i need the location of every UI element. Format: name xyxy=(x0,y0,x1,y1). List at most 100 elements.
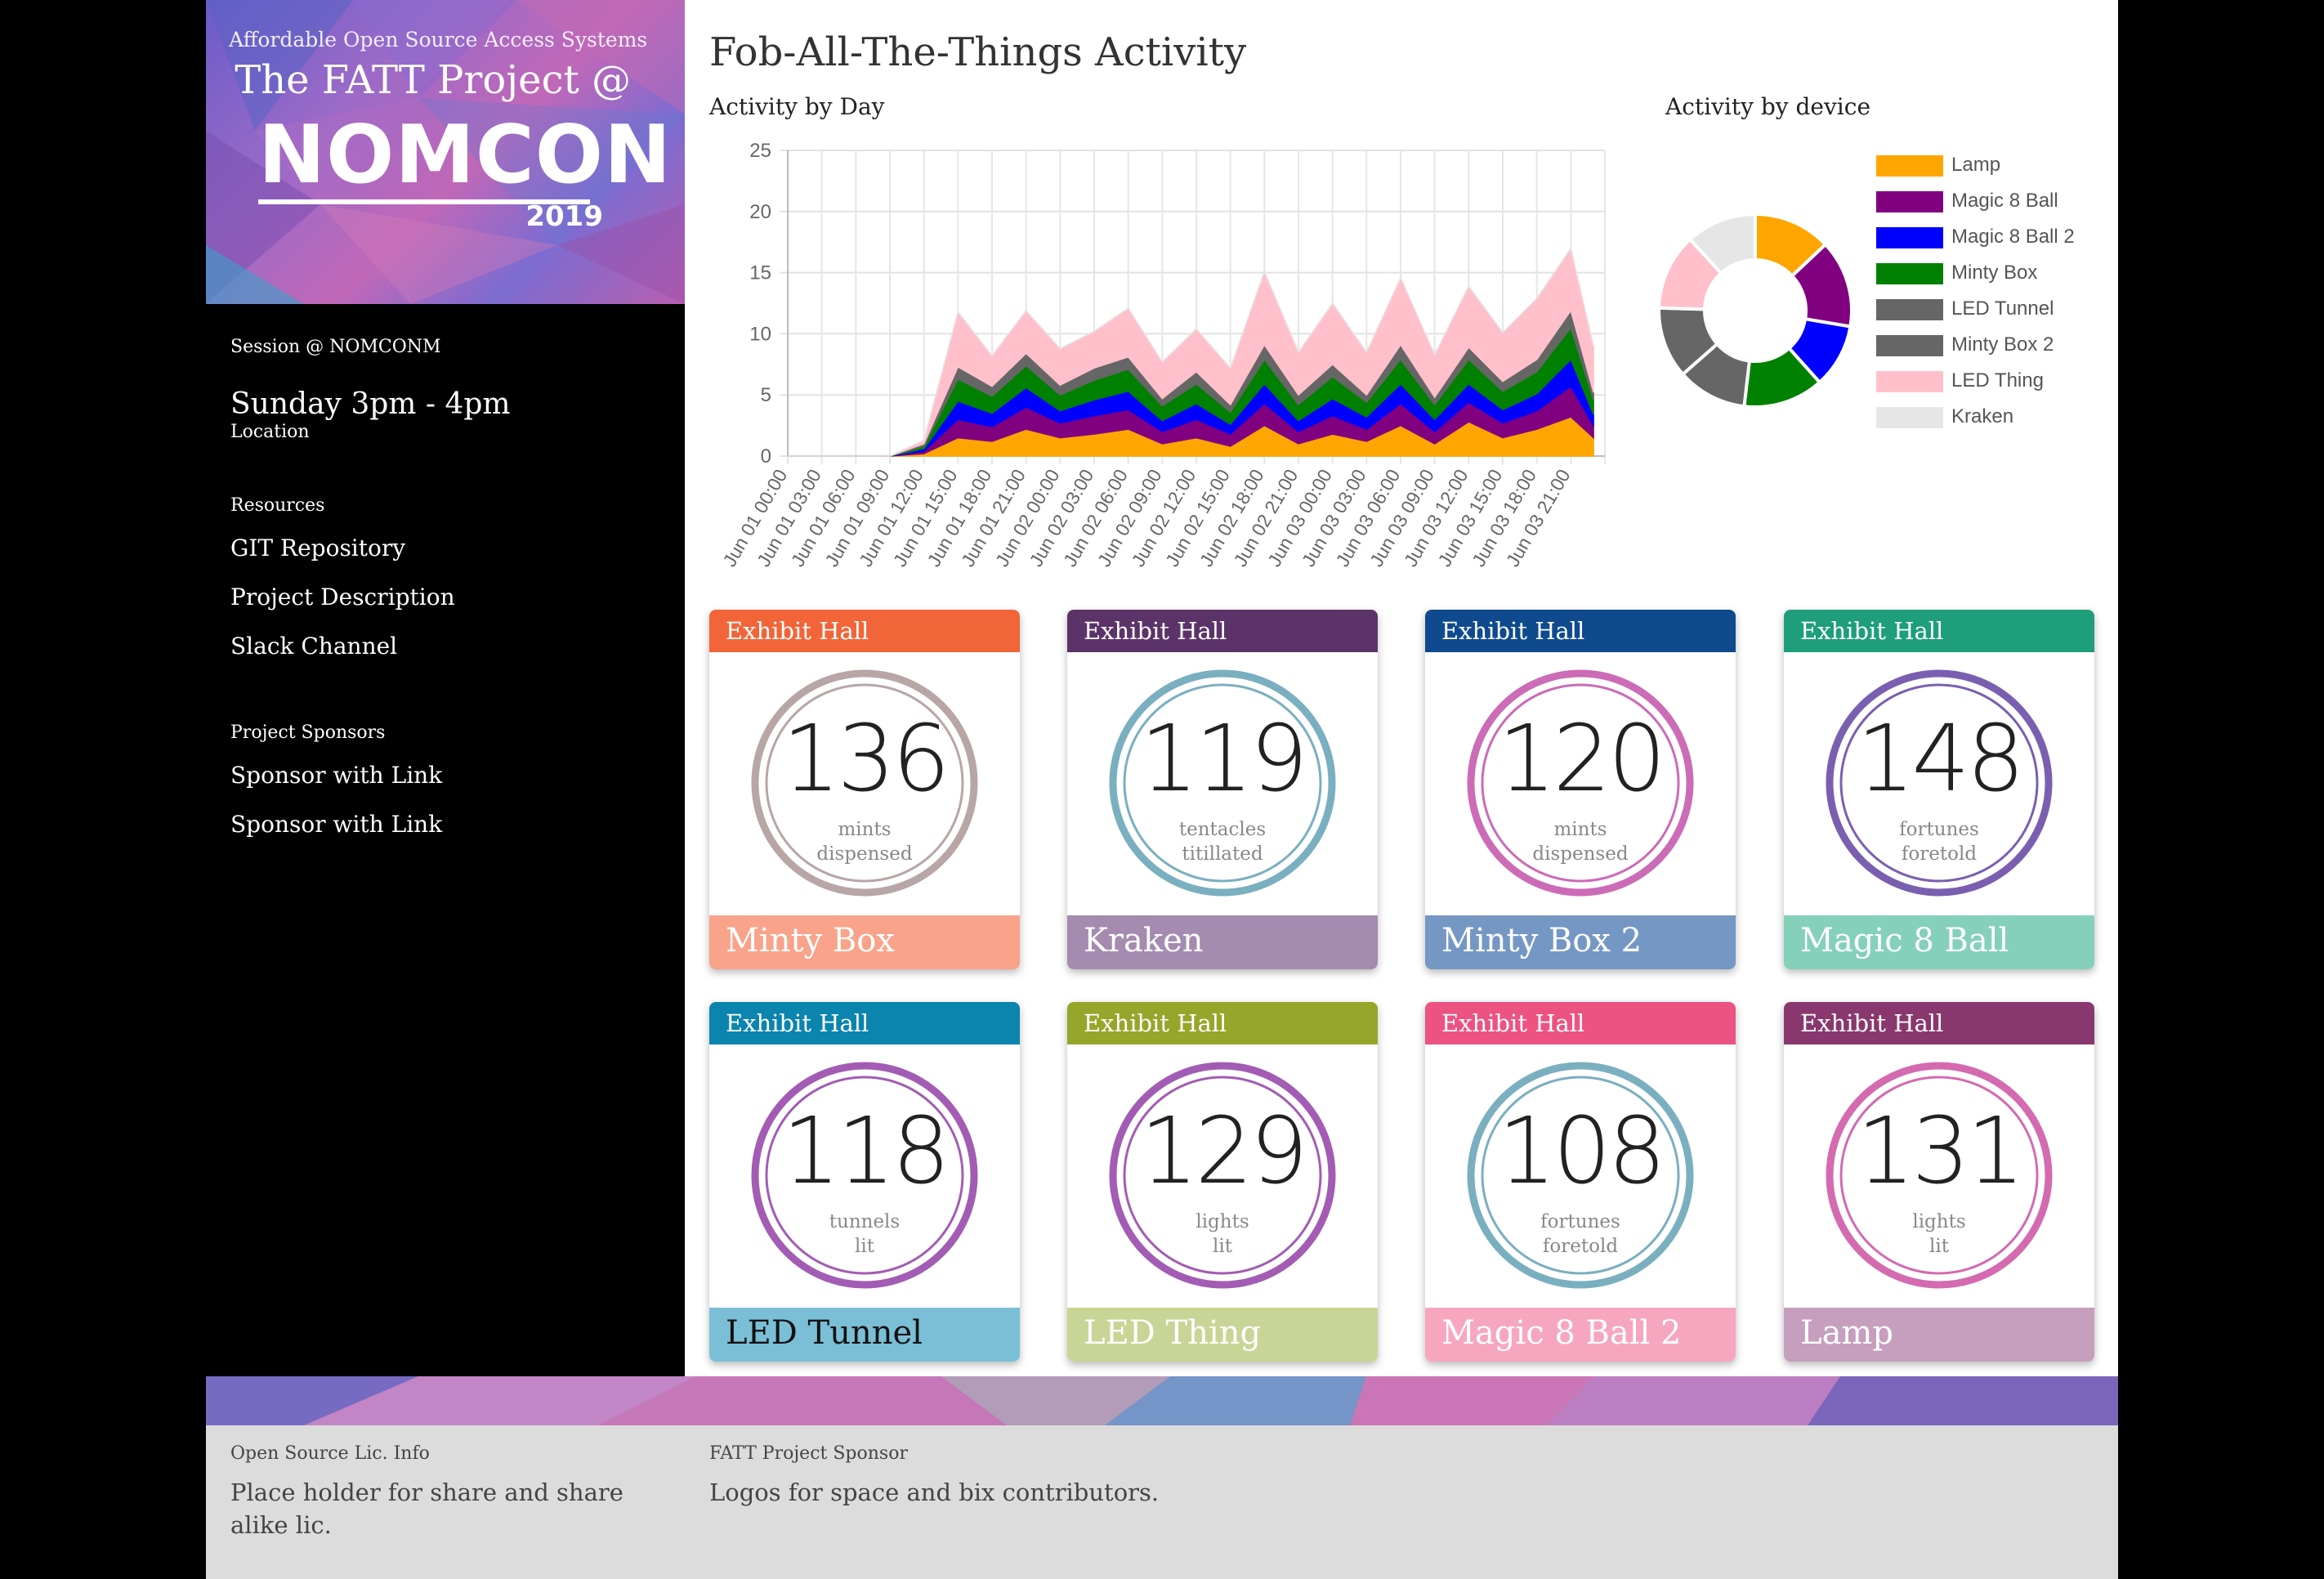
session-time: Sunday 3pm - 4pm xyxy=(230,387,511,421)
card-device-name: Magic 8 Ball xyxy=(1784,915,2094,969)
ring-outer xyxy=(1467,669,1694,897)
ring-outer xyxy=(1109,669,1336,897)
slack-channel-link[interactable]: Slack Channel xyxy=(230,633,398,660)
legend-label: Magic 8 Ball 2 xyxy=(1951,226,2075,248)
banner-polygon-background xyxy=(206,0,685,304)
page-title: Fob-All-The-Things Activity xyxy=(709,29,1247,75)
card-count-ring xyxy=(1467,669,1694,897)
card-count-ring xyxy=(751,1062,978,1289)
banner-event-logo: NOMCON xyxy=(258,114,671,204)
legend-label: Magic 8 Ball xyxy=(1951,190,2058,212)
ring-inner xyxy=(1481,683,1680,883)
y-tick-label: 20 xyxy=(749,201,771,223)
ring-inner xyxy=(1481,1076,1680,1275)
card-unit-line1: tentacles xyxy=(1178,819,1267,840)
banner-title: The FATT Project @ xyxy=(235,57,631,103)
card-unit-line1: tunnels xyxy=(829,1211,901,1232)
card-unit-line2: foretold xyxy=(1901,843,1978,865)
y-tick-label: 15 xyxy=(749,262,771,284)
card-count-value: 131 xyxy=(1857,1098,2025,1205)
ring-outer xyxy=(1826,669,2053,897)
card-unit-line1: mints xyxy=(1553,819,1607,840)
device-card-magic-8-ball[interactable]: Exhibit Hall 148 fortunes foretold Magic 8 B… xyxy=(1784,610,2094,969)
legend-swatch xyxy=(1876,155,1943,177)
footer: Open Source Lic. Info Place holder for s… xyxy=(206,1376,2118,1579)
legend-swatch xyxy=(1876,263,1943,284)
card-device-name: Kraken xyxy=(1067,915,1378,969)
card-location: Exhibit Hall xyxy=(709,1002,1020,1044)
card-device-name: Minty Box 2 xyxy=(1425,915,1736,969)
card-unit-line1: fortunes xyxy=(1899,819,1979,840)
ring-inner xyxy=(1123,1076,1322,1275)
card-unit-line1: fortunes xyxy=(1540,1211,1620,1232)
card-unit-line2: titillated xyxy=(1182,843,1263,865)
legend-swatch xyxy=(1876,407,1943,428)
device-card-kraken[interactable]: Exhibit Hall 119 tentacles titillated Kraken xyxy=(1067,610,1378,969)
activity-by-device-donut-chart xyxy=(1656,212,1853,409)
card-count-value: 129 xyxy=(1140,1098,1308,1205)
card-count-ring xyxy=(1109,669,1336,897)
device-card-led-thing[interactable]: Exhibit Hall 129 lights lit LED Thing xyxy=(1067,1002,1378,1362)
license-text: Place holder for share and share alike l… xyxy=(230,1478,623,1539)
legend-swatch xyxy=(1876,299,1943,320)
card-location: Exhibit Hall xyxy=(1784,610,2094,652)
device-card-minty-box-2[interactable]: Exhibit Hall 120 mints dispensed Minty Box 2 xyxy=(1425,610,1736,969)
device-card-magic-8-ball-2[interactable]: Exhibit Hall 108 fortunes foretold Magic 8 B… xyxy=(1425,1002,1736,1362)
main-content: Fob-All-The-Things Activity Activity by … xyxy=(685,0,2118,1376)
ring-inner xyxy=(765,683,964,883)
license-heading: Open Source Lic. Info xyxy=(230,1443,430,1464)
device-card-led-tunnel[interactable]: Exhibit Hall 118 tunnels lit LED Tunnel xyxy=(709,1002,1020,1362)
git-repository-link[interactable]: GIT Repository xyxy=(230,535,406,561)
sidebar: Affordable Open Source Access Systems Th… xyxy=(206,0,685,1376)
legend-label: Minty Box 2 xyxy=(1951,333,2054,356)
card-unit-line2: lit xyxy=(1213,1236,1232,1257)
donut-slice-kraken xyxy=(1687,212,1757,276)
project-banner: Affordable Open Source Access Systems Th… xyxy=(206,0,685,304)
card-unit-line2: dispensed xyxy=(1532,843,1629,865)
y-tick-label: 0 xyxy=(761,445,771,467)
legend-label: Kraken xyxy=(1951,405,2014,427)
resources-heading: Resources xyxy=(230,495,325,516)
device-card-minty-box[interactable]: Exhibit Hall 136 mints dispensed Minty Box xyxy=(709,610,1020,969)
session-label: Session @ NOMCONM xyxy=(230,337,441,357)
ring-inner xyxy=(1839,1076,2039,1275)
card-count-value: 120 xyxy=(1498,706,1666,812)
legend-swatch xyxy=(1876,371,1943,392)
location-label: Location xyxy=(230,422,310,442)
legend-label: Minty Box xyxy=(1951,262,2038,284)
card-unit-line1: lights xyxy=(1196,1211,1249,1232)
card-device-name: LED Thing xyxy=(1067,1308,1378,1362)
card-location: Exhibit Hall xyxy=(709,610,1020,652)
banner-tagline: Affordable Open Source Access Systems xyxy=(229,28,648,51)
card-count-value: 118 xyxy=(782,1098,950,1205)
banner-year: 2019 xyxy=(525,200,603,233)
card-count-ring xyxy=(1467,1062,1694,1289)
y-tick-label: 5 xyxy=(761,384,771,406)
y-tick-label: 10 xyxy=(749,323,771,345)
card-location: Exhibit Hall xyxy=(1067,1002,1378,1044)
ring-inner xyxy=(765,1076,964,1275)
project-description-link[interactable]: Project Description xyxy=(230,584,455,611)
sponsor-heading: FATT Project Sponsor xyxy=(709,1443,908,1464)
legend-label: LED Tunnel xyxy=(1951,297,2054,320)
legend-label: LED Thing xyxy=(1951,369,2044,391)
card-unit-line1: mints xyxy=(838,819,892,840)
legend-label: Lamp xyxy=(1951,154,2001,176)
card-device-name: Minty Box xyxy=(709,915,1020,969)
device-card-lamp[interactable]: Exhibit Hall 131 lights lit Lamp xyxy=(1784,1002,2094,1362)
card-device-name: Magic 8 Ball 2 xyxy=(1425,1308,1736,1362)
card-unit-line2: lit xyxy=(1929,1236,1949,1257)
sponsor-text: Logos for space and bix contributors. xyxy=(709,1478,1160,1506)
legend-swatch xyxy=(1876,335,1943,356)
sponsor-link[interactable]: Sponsor with Link xyxy=(230,811,443,838)
legend-swatch xyxy=(1876,227,1943,248)
sponsor-link[interactable]: Sponsor with Link xyxy=(230,762,443,789)
card-count-ring xyxy=(751,669,978,897)
card-unit-line2: lit xyxy=(855,1236,874,1257)
ring-outer xyxy=(1109,1062,1336,1289)
card-count-ring xyxy=(1109,1062,1336,1289)
card-unit-line2: dispensed xyxy=(816,843,913,865)
app-window: Affordable Open Source Access Systems Th… xyxy=(206,0,2118,1579)
legend-swatch xyxy=(1876,191,1943,212)
